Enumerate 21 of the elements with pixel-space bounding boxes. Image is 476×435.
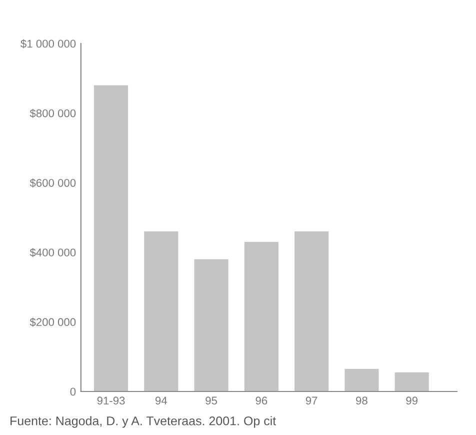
x-tick-label: 98 <box>356 396 368 405</box>
bar <box>344 368 379 392</box>
source-note: Fuente: Nagoda, D. y A. Tveteraas. 2001. Op cit <box>10 416 276 428</box>
bar <box>244 242 278 392</box>
x-tick-label: 96 <box>256 396 268 405</box>
y-tick-label: $400 000 <box>30 248 76 258</box>
x-tick-label: 99 <box>406 396 418 405</box>
bar <box>144 231 178 392</box>
y-tick-label: $600 000 <box>30 178 76 188</box>
bar <box>194 259 228 392</box>
y-tick-label: $1 000 000 <box>20 39 76 48</box>
y-tick-label: 0 <box>70 388 76 396</box>
x-tick-label: 91-93 <box>97 396 125 405</box>
bar <box>394 372 429 392</box>
x-tick-label: 94 <box>155 396 167 405</box>
y-tick-label: $200 000 <box>30 318 76 327</box>
x-tick-label: 95 <box>206 396 217 405</box>
x-tick-label: 97 <box>306 396 318 405</box>
y-tick-label: $800 000 <box>30 108 76 118</box>
bar <box>94 85 128 392</box>
bar <box>294 231 329 392</box>
